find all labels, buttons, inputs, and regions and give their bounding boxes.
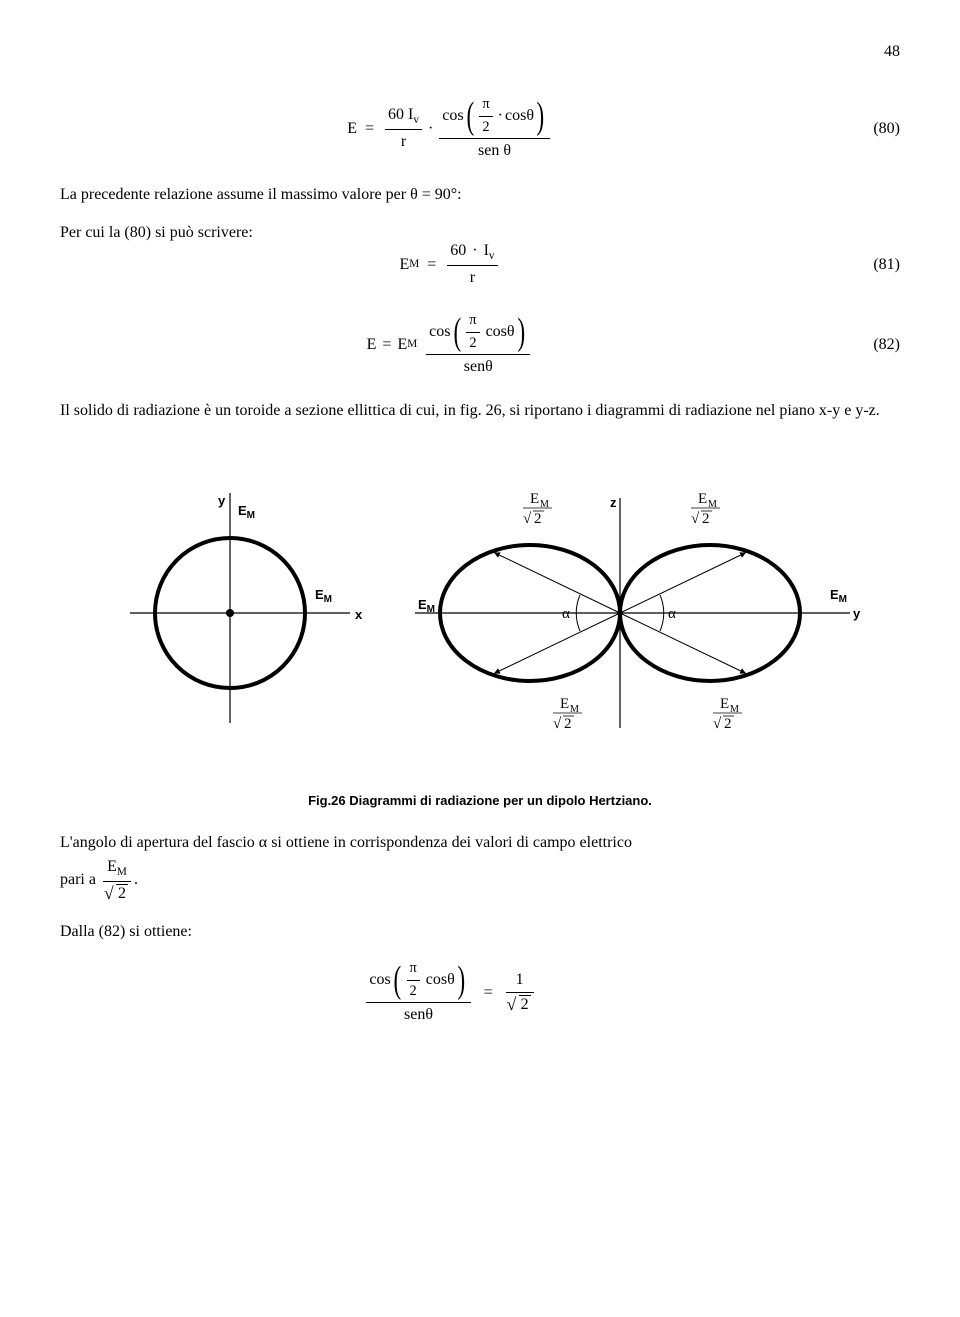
eqlast-1: 1 (506, 968, 534, 992)
paragraph-1: La precedente relazione assume il massim… (60, 183, 900, 207)
eqlast-sqrt2: 2 (519, 995, 531, 1013)
fig-label-emsqrt2-br: EM √2 (713, 696, 742, 732)
fig-label-emsqrt2-tr: EM √2 (691, 491, 720, 527)
fig-label-y2: y (853, 606, 861, 621)
eq80-coef: 60 I (388, 106, 413, 123)
svg-text:√: √ (523, 511, 532, 527)
paragraph-3: Il solido di radiazione è un toroide a s… (60, 399, 900, 423)
eq80-lhs: E (347, 117, 357, 141)
eq81-lhs: E (399, 253, 409, 277)
figure-26: y EM EM x z y EM EM α α EM √2 (60, 463, 900, 771)
eq81-lhs-sub: M (409, 256, 419, 273)
eq82-pi: π (466, 310, 479, 332)
eq82-cos: cos (429, 320, 450, 344)
para4-EM-sub: M (117, 866, 127, 878)
svg-text:E: E (530, 491, 539, 507)
eq80-pi: π (479, 94, 492, 116)
svg-text:√: √ (713, 716, 722, 732)
eq81-dot: · (472, 242, 477, 259)
eq82-E: E (367, 333, 377, 357)
fig-label-EM-right2: EM (830, 587, 847, 605)
eq80-denom1: r (385, 129, 422, 154)
equation-80: E = 60 Iv r · cos ( π 2 · cos (60, 94, 840, 163)
para4-a: L'angolo di apertura del fascio α si ott… (60, 834, 632, 851)
svg-text:2: 2 (702, 511, 710, 527)
fig-label-alpha-left: α (562, 606, 570, 622)
svg-text:E: E (560, 696, 569, 712)
eq82-sentheta: senθ (426, 354, 530, 379)
paragraph-5: Dalla (82) si ottiene: (60, 920, 900, 944)
equation-last-row: cos ( π 2 cosθ ) senθ = 1 2 (60, 958, 900, 1027)
fig-label-emsqrt2-bl: EM √2 (553, 696, 582, 732)
para4-sqrt2: 2 (116, 884, 128, 902)
equation-81: EM = 60 · Iv r (60, 239, 840, 290)
para4-EM: E (107, 858, 117, 875)
figure-26-caption: Fig.26 Diagrammi di radiazione per un di… (60, 791, 900, 811)
fig-label-alpha-right: α (668, 606, 676, 622)
equation-last: cos ( π 2 cosθ ) senθ = 1 2 (60, 958, 840, 1027)
fig-label-EM-top: EM (238, 503, 255, 521)
eq80-number: (80) (840, 117, 900, 141)
svg-text:2: 2 (564, 716, 572, 732)
eqlast-pi: π (407, 958, 420, 980)
equation-82: E = EM cos ( π 2 cosθ ) (60, 310, 840, 379)
eqlast-sentheta: senθ (366, 1002, 470, 1027)
eq80-coef-sub: v (413, 114, 419, 126)
eqlast-costheta: cosθ (426, 968, 455, 992)
eq82-two: 2 (466, 332, 479, 355)
para4-dot: . (134, 871, 138, 888)
fig-label-y: y (218, 493, 226, 508)
fig-label-EM-right: EM (315, 587, 332, 605)
svg-text:E: E (698, 491, 707, 507)
equation-81-row: EM = 60 · Iv r (81) (60, 239, 900, 290)
eq81-number: (81) (840, 253, 900, 277)
equation-82-row: E = EM cos ( π 2 cosθ ) (60, 310, 900, 379)
eq81-r: r (447, 265, 497, 290)
svg-text:√: √ (553, 716, 562, 732)
para4-b: pari a (60, 871, 100, 888)
fig-label-EM-left: EM (418, 597, 435, 615)
eq82-EM-sub: M (407, 336, 417, 353)
eqlast-two: 2 (407, 980, 420, 1003)
svg-text:E: E (720, 696, 729, 712)
eqlast-cos: cos (369, 968, 390, 992)
fig-label-z: z (610, 495, 617, 510)
svg-text:√: √ (691, 511, 700, 527)
eq82-costheta: cosθ (486, 320, 515, 344)
eq82-eq1: = (382, 333, 391, 357)
eq82-EM: E (397, 333, 407, 357)
eq81-60: 60 (450, 242, 466, 259)
equation-80-row: E = 60 Iv r · cos ( π 2 · cos (60, 94, 900, 163)
eq80-costheta: cosθ (505, 104, 534, 128)
page-number: 48 (60, 40, 900, 64)
paragraph-4: L'angolo di apertura del fascio α si ott… (60, 831, 900, 906)
fig-label-x: x (355, 607, 363, 622)
svg-text:2: 2 (534, 511, 542, 527)
eq80-two: 2 (479, 116, 492, 139)
eq80-sentheta: sen θ (439, 138, 550, 163)
radiation-diagram-svg: y EM EM x z y EM EM α α EM √2 (90, 463, 870, 763)
eq82-number: (82) (840, 333, 900, 357)
eq81-Iv: v (489, 250, 495, 262)
svg-text:2: 2 (724, 716, 732, 732)
eqlast-eq: = (484, 981, 493, 1005)
fig-label-emsqrt2-tl: EM √2 (523, 491, 552, 527)
eq80-cos: cos (442, 104, 463, 128)
